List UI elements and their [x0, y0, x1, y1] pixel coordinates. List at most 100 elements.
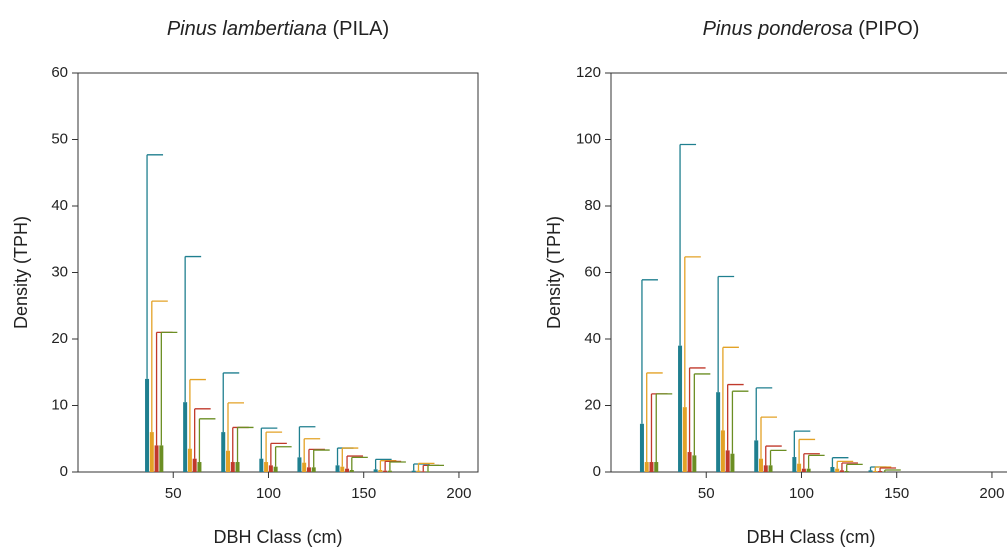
bar — [797, 463, 802, 472]
error-bar — [765, 445, 782, 466]
y-axis-label: Density (TPH) — [11, 216, 31, 329]
bar — [873, 471, 878, 472]
bar — [692, 455, 697, 472]
error-bar — [769, 449, 787, 466]
bar — [644, 462, 649, 472]
error-bar — [717, 275, 735, 393]
y-tick-label: 120 — [576, 64, 601, 81]
y-tick-label: 100 — [576, 130, 601, 147]
title-species: Pinus ponderosa — [703, 18, 853, 40]
error-bar — [189, 378, 206, 449]
bar — [183, 402, 188, 472]
error-bar — [160, 331, 178, 446]
bar — [349, 470, 354, 472]
x-tick-label: 50 — [698, 485, 715, 502]
error-bar — [198, 418, 216, 463]
panel: Pinus lambertiana (PILA) 0 10 20 30 40 50 60 50 1… — [11, 18, 479, 547]
bar — [754, 440, 759, 472]
x-tick-label: 200 — [979, 485, 1004, 502]
bar — [839, 470, 844, 472]
error-bar — [146, 154, 164, 379]
y-tick-label: 80 — [584, 197, 601, 214]
x-tick-label: 150 — [884, 485, 909, 502]
error-bar — [346, 455, 364, 469]
bar — [654, 462, 659, 472]
error-bar — [351, 456, 368, 471]
error-bar — [793, 430, 811, 458]
bar — [302, 462, 307, 472]
y-tick-label: 10 — [51, 396, 68, 413]
y-tick-label: 20 — [51, 330, 68, 347]
bar — [273, 466, 278, 472]
bar — [340, 466, 345, 472]
error-bar — [884, 469, 901, 472]
bar — [421, 471, 426, 472]
bar — [235, 462, 240, 472]
error-bar — [846, 463, 863, 472]
x-tick-label: 200 — [446, 485, 471, 502]
error-bar — [184, 255, 202, 403]
x-tick-label: 50 — [165, 485, 182, 502]
bar — [159, 445, 164, 472]
y-tick-label: 40 — [584, 330, 601, 347]
error-bar — [222, 372, 240, 433]
bar — [830, 467, 835, 472]
plot-frame — [610, 72, 1007, 473]
x-tick-label: 100 — [789, 485, 814, 502]
error-bar — [693, 373, 711, 456]
panel: Pinus ponderosa (PIPO) 0 20 40 60 80 100 120 50 1… — [544, 18, 1007, 547]
y-tick-label: 20 — [584, 396, 601, 413]
y-tick-label: 60 — [51, 64, 68, 81]
bar — [649, 462, 654, 472]
bar — [383, 470, 388, 472]
error-bar — [688, 367, 706, 453]
error-bar — [298, 426, 316, 458]
error-bar — [422, 464, 440, 472]
error-bar — [831, 457, 849, 468]
bar — [264, 462, 269, 472]
error-bar — [384, 460, 402, 471]
bar — [768, 465, 773, 472]
y-tick-label: 50 — [51, 130, 68, 147]
x-tick-label: 150 — [351, 485, 376, 502]
bar — [878, 471, 883, 472]
title-species: Pinus lambertiana — [167, 18, 327, 40]
y-tick-label: 0 — [593, 463, 601, 480]
bar — [687, 452, 692, 472]
bar — [639, 423, 644, 472]
bar — [801, 468, 806, 472]
error-bar — [155, 331, 173, 446]
error-bar — [413, 463, 430, 471]
y-tick-label: 0 — [60, 463, 68, 480]
error-bar — [270, 442, 287, 466]
title-code: (PILA) — [332, 18, 389, 40]
bar — [792, 457, 797, 472]
bar — [868, 470, 873, 472]
error-bar — [260, 427, 278, 459]
x-tick-label: 100 — [256, 485, 281, 502]
error-bar — [679, 143, 697, 346]
bar — [268, 465, 273, 472]
bar — [730, 453, 735, 472]
error-bar — [374, 458, 392, 470]
error-bar — [265, 431, 283, 463]
error-bar — [879, 467, 897, 472]
bar — [411, 470, 416, 472]
bar — [297, 457, 302, 472]
bar — [720, 430, 725, 472]
error-bar — [308, 448, 325, 468]
bar — [145, 378, 150, 472]
title-code: (PIPO) — [858, 18, 919, 40]
error-bar — [646, 372, 663, 463]
error-bar — [336, 447, 354, 466]
y-tick-label: 30 — [51, 263, 68, 280]
error-bar — [313, 449, 330, 468]
bar — [763, 465, 768, 472]
bar — [426, 471, 430, 472]
bar — [835, 468, 840, 472]
bar — [306, 467, 311, 472]
bar — [806, 468, 811, 472]
error-bar — [417, 462, 435, 471]
error-bar — [151, 300, 168, 433]
